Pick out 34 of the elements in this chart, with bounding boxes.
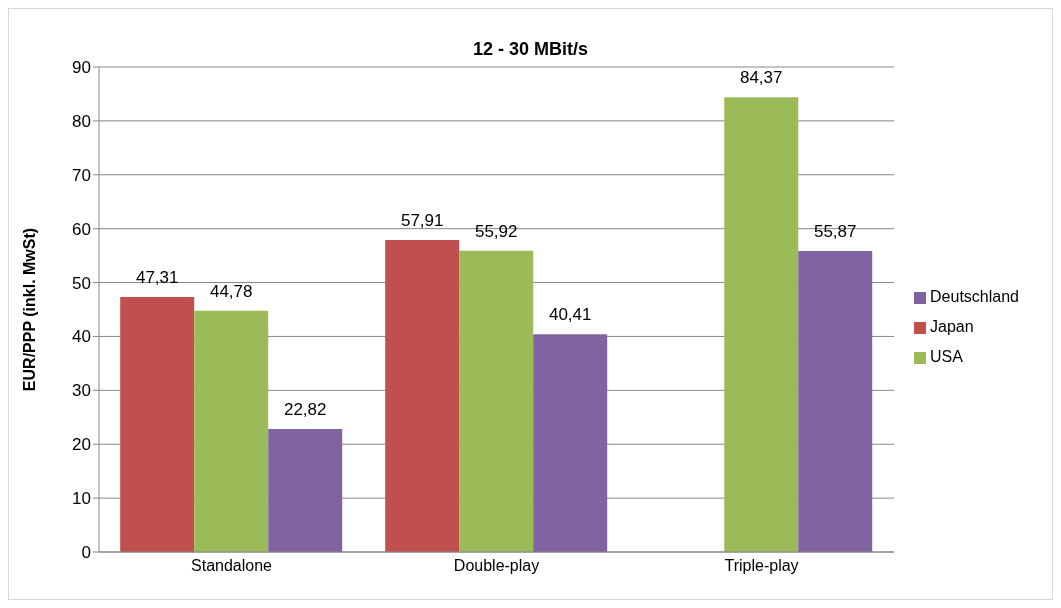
bar bbox=[120, 297, 195, 552]
bar bbox=[459, 250, 534, 552]
legend-label: USA bbox=[930, 348, 963, 365]
y-tick-label: 60 bbox=[72, 219, 91, 239]
data-label: 84,37 bbox=[739, 68, 783, 88]
legend-label: Deutschland bbox=[930, 288, 1019, 305]
x-tick-label: Standalone bbox=[191, 557, 273, 575]
y-tick-label: 70 bbox=[72, 165, 91, 185]
y-tick-label: 40 bbox=[72, 327, 91, 347]
data-label: 57,91 bbox=[400, 210, 444, 230]
chart-title: 12 - 30 MBit/s bbox=[471, 38, 589, 59]
y-axis-title: EUR/PPP (inkl. MwSt) bbox=[20, 227, 38, 392]
bar bbox=[533, 334, 608, 552]
data-label: 55,87 bbox=[813, 221, 857, 241]
y-tick-label: 90 bbox=[72, 58, 91, 78]
bar bbox=[385, 239, 460, 552]
data-label: 55,92 bbox=[474, 221, 518, 241]
bar bbox=[268, 429, 343, 552]
x-tick-label: Double-play bbox=[453, 557, 540, 575]
data-label: 22,82 bbox=[283, 400, 327, 420]
y-tick-label: 80 bbox=[72, 111, 91, 131]
data-label: 47,31 bbox=[135, 268, 179, 288]
bar bbox=[724, 97, 799, 552]
y-tick-label: 10 bbox=[72, 489, 91, 509]
data-label: 40,41 bbox=[548, 305, 592, 325]
y-tick-label: 30 bbox=[72, 381, 91, 401]
x-tick-label: Triple-play bbox=[724, 557, 799, 575]
bar bbox=[798, 250, 873, 552]
y-tick-label: 20 bbox=[72, 435, 91, 455]
legend-label: Japan bbox=[930, 318, 974, 335]
y-tick-label: 0 bbox=[81, 543, 91, 563]
data-label: 44,78 bbox=[209, 281, 253, 301]
y-tick-label: 50 bbox=[72, 273, 91, 293]
bar bbox=[194, 310, 269, 552]
